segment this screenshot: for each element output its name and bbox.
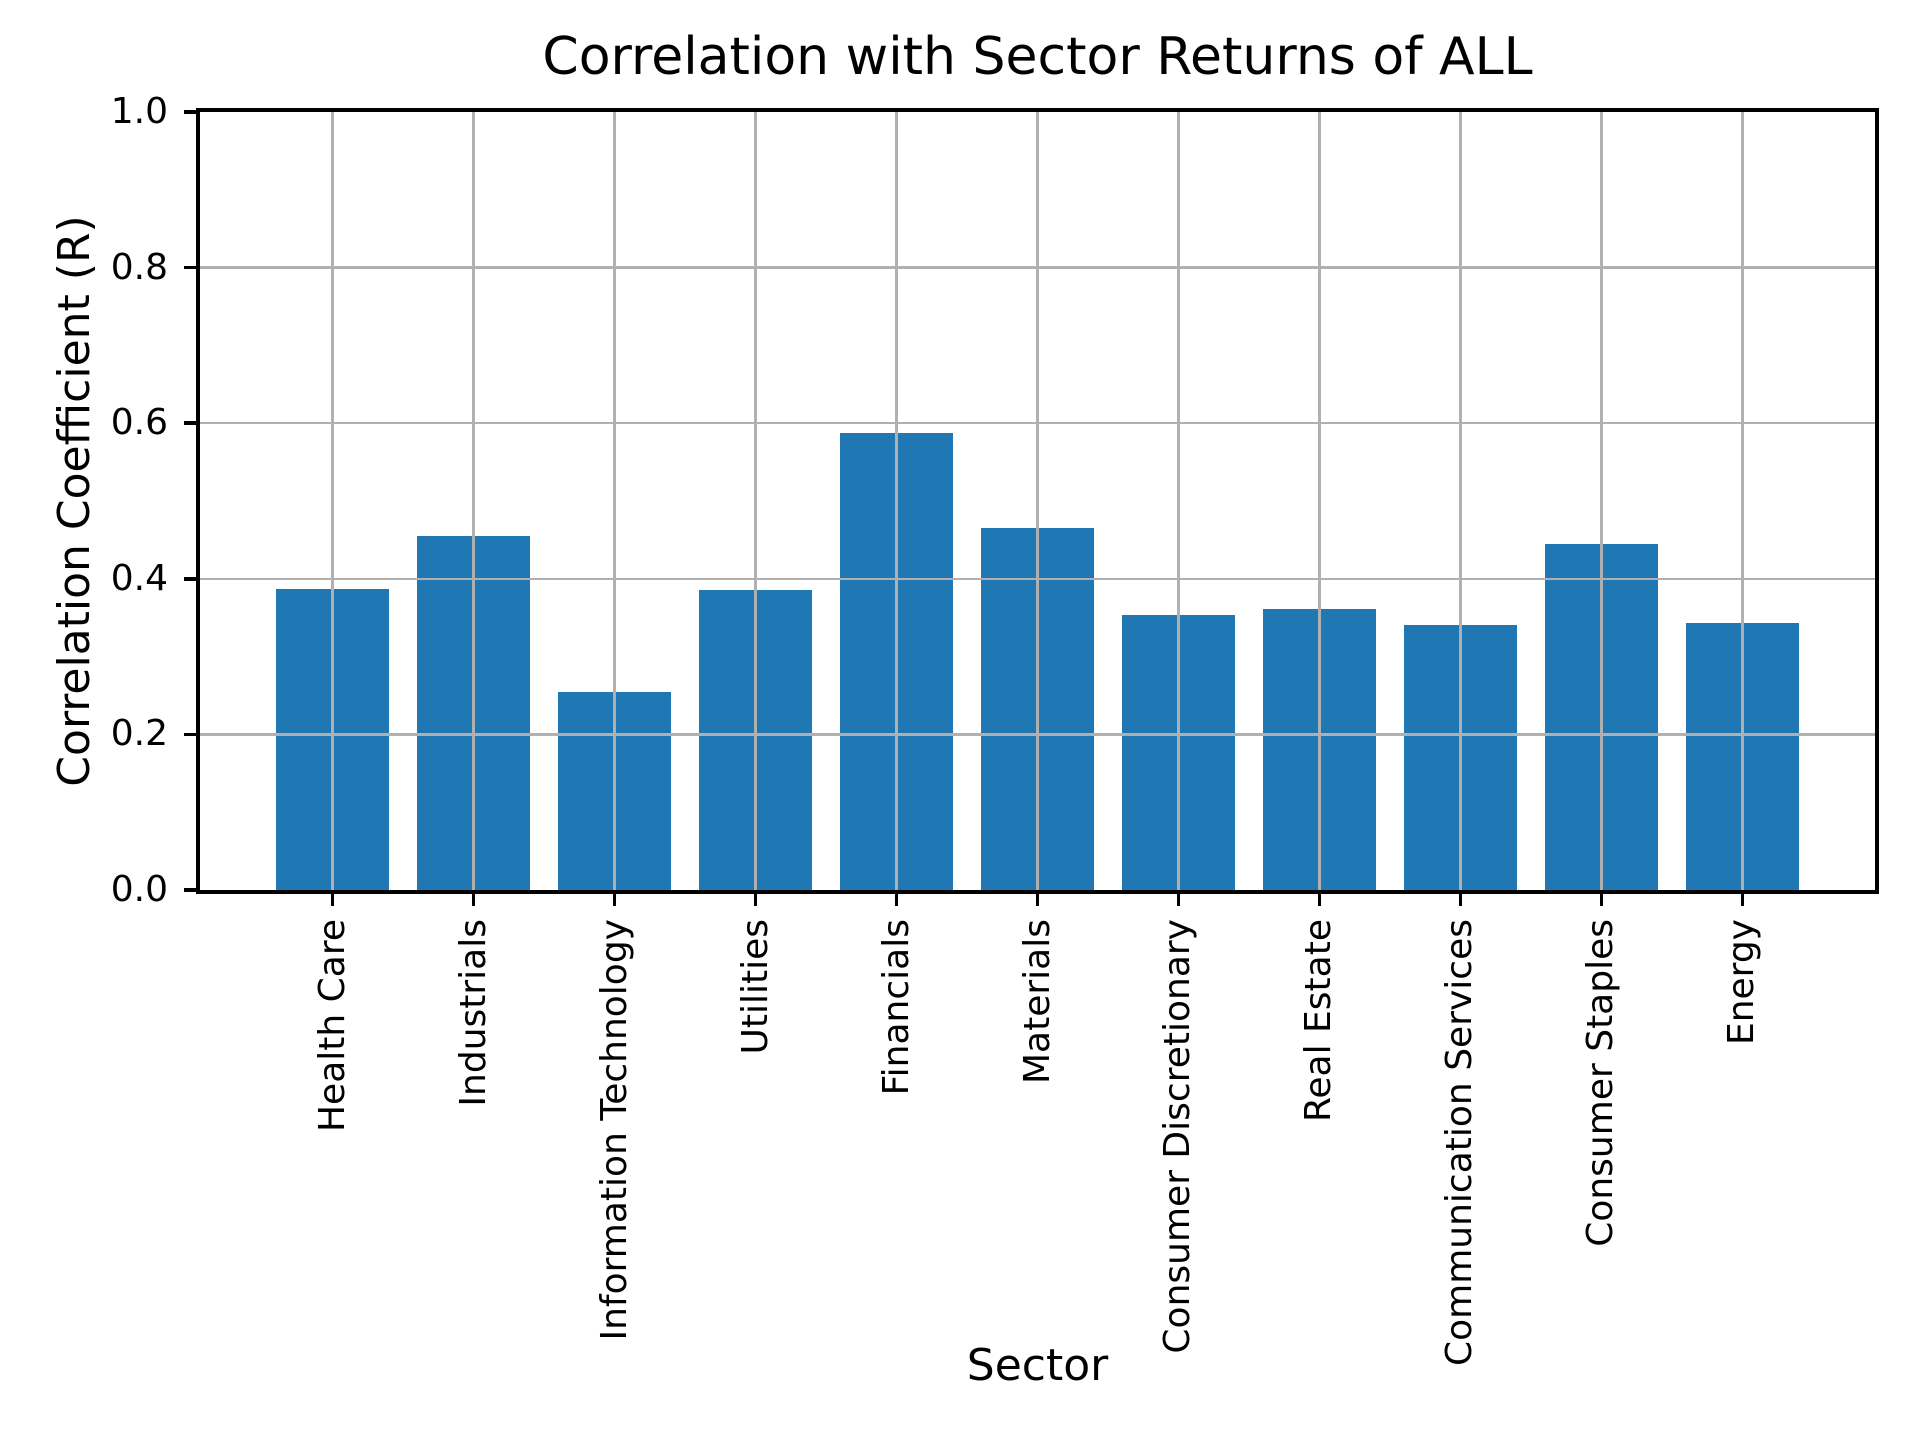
x-tick-label: Utilities <box>734 919 776 1055</box>
x-gridline <box>1177 112 1180 890</box>
x-tick-mark <box>612 890 617 906</box>
y-tick-mark <box>184 888 200 892</box>
x-tick-label: Industrials <box>452 919 494 1107</box>
x-tick-label: Energy <box>1721 919 1763 1046</box>
x-gridline <box>895 112 898 890</box>
x-tick-mark <box>471 890 476 906</box>
x-gridline <box>472 112 475 890</box>
x-tick-mark <box>1458 890 1463 906</box>
y-tick-label: 0.0 <box>110 869 168 910</box>
x-gridline <box>754 112 757 890</box>
x-tick-mark <box>1317 890 1322 906</box>
y-axis-label: Correlation Coefficient (R) <box>49 215 100 787</box>
x-gridline <box>1600 112 1603 890</box>
x-tick-mark <box>1176 890 1181 906</box>
x-gridline <box>613 112 616 890</box>
y-tick-mark <box>184 265 200 270</box>
grid-layer <box>200 112 1875 890</box>
x-tick-mark <box>753 890 758 906</box>
x-gridline <box>1318 112 1321 890</box>
y-tick-mark <box>184 110 200 114</box>
x-gridline <box>1741 112 1744 890</box>
x-tick-mark <box>894 890 899 906</box>
x-tick-mark <box>1599 890 1604 906</box>
x-tick-label: Information Technology <box>593 919 635 1341</box>
y-tick-label: 1.0 <box>110 91 168 132</box>
plot-area <box>200 112 1875 890</box>
x-tick-mark <box>1740 890 1745 906</box>
y-tick-mark <box>184 421 200 425</box>
x-tick-label: Communication Services <box>1439 919 1481 1366</box>
y-tick-label: 0.2 <box>110 713 168 755</box>
y-tick-mark <box>184 732 200 737</box>
x-gridline <box>331 112 334 890</box>
x-gridline <box>1459 112 1462 890</box>
x-tick-label: Health Care <box>311 919 353 1133</box>
x-tick-label: Consumer Discretionary <box>1157 919 1199 1354</box>
chart-title: Correlation with Sector Returns of ALL <box>542 27 1533 87</box>
x-tick-mark <box>1035 890 1040 906</box>
y-tick-label: 0.6 <box>110 402 168 444</box>
x-tick-label: Financials <box>875 919 917 1096</box>
x-gridline <box>1036 112 1039 890</box>
x-tick-mark <box>330 890 335 906</box>
x-tick-label: Materials <box>1016 919 1058 1085</box>
x-tick-label: Consumer Staples <box>1580 919 1622 1247</box>
y-tick-mark <box>184 577 200 581</box>
y-tick-label: 0.8 <box>110 246 168 288</box>
x-tick-label: Real Estate <box>1298 919 1340 1122</box>
y-tick-label: 0.4 <box>110 557 168 599</box>
x-axis-label: Sector <box>966 1340 1109 1391</box>
